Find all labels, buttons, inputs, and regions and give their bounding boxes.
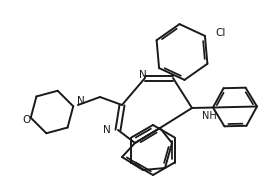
Text: NH: NH xyxy=(202,111,217,121)
Text: O: O xyxy=(23,115,31,125)
Text: N: N xyxy=(103,125,111,135)
Text: Cl: Cl xyxy=(215,28,225,38)
Text: N: N xyxy=(139,70,147,80)
Text: N: N xyxy=(77,96,85,106)
